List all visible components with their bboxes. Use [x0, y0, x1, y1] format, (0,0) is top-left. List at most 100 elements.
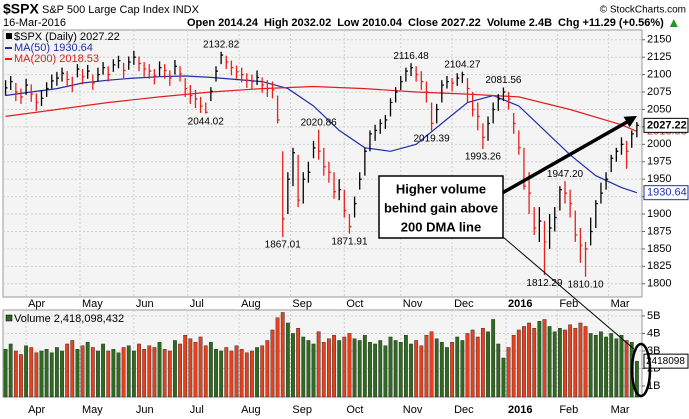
volume-bar — [414, 340, 419, 398]
volume-bar — [321, 342, 326, 398]
y-tick-label: 2050 — [647, 103, 671, 115]
y-tick-label: 1975 — [647, 156, 671, 168]
volume-bar — [54, 347, 59, 398]
last-value-label: 2418098 — [646, 356, 685, 367]
volume-bar — [480, 328, 485, 398]
volume-bar — [24, 345, 28, 398]
last-value-label: 2027.22 — [647, 119, 687, 131]
callout-box — [378, 175, 504, 239]
volume-bar — [496, 343, 501, 398]
arrow-head — [623, 116, 637, 128]
callout-text: behind gain above — [384, 200, 498, 215]
volume-bar — [183, 335, 188, 398]
peak-label: 1947.20 — [547, 169, 584, 180]
volume-bar — [65, 343, 70, 398]
y-tick-label: 2150 — [647, 34, 671, 46]
volume-bar — [619, 335, 624, 398]
volume-bar — [239, 349, 244, 398]
volume-bar — [419, 345, 424, 398]
price-panel — [2, 29, 643, 298]
peak-label: 2104.27 — [444, 59, 481, 70]
volume-bar — [599, 331, 603, 398]
volume-bar — [624, 340, 629, 398]
volume-bar — [270, 329, 275, 398]
volume-bar — [13, 350, 18, 398]
x-tick-label: May — [82, 404, 103, 416]
volume-bar — [296, 328, 301, 398]
volume-bar — [188, 338, 193, 398]
trough-label: 2044.02 — [188, 116, 225, 127]
volume-bar — [147, 345, 152, 398]
volume-bar — [491, 319, 496, 398]
volume-bar — [70, 340, 75, 398]
volume-bar — [552, 331, 557, 398]
x-tick-label: Aug — [241, 404, 261, 416]
y-tick-label: 1900 — [647, 208, 671, 220]
volume-bar — [486, 331, 490, 398]
volume-bar — [250, 350, 254, 398]
volume-bar — [527, 322, 531, 398]
change-arrow — [669, 19, 678, 27]
volume-bar — [522, 326, 526, 398]
callout-arrow — [496, 120, 628, 198]
volume-bar — [439, 342, 444, 398]
volume-bar — [29, 347, 34, 398]
volume-bar — [173, 340, 177, 398]
volume-bar — [475, 336, 480, 398]
volume-bar — [167, 350, 172, 398]
volume-bar — [342, 336, 347, 398]
y-tick-label: 1825 — [647, 260, 671, 272]
credit: © StockCharts.com — [600, 5, 686, 16]
x-tick-label: Apr — [28, 298, 45, 310]
last-value-label: 1930.64 — [647, 187, 687, 199]
x-tick-label: Sep — [292, 404, 312, 416]
y-tick-label: 1B — [647, 380, 660, 392]
plot-layer: 1800182518501875190019251950197520002025… — [3, 30, 671, 416]
volume-bar — [614, 338, 619, 398]
volume-bar — [445, 347, 449, 398]
volume-bar — [49, 352, 54, 398]
volume-bar — [126, 345, 131, 398]
quote-item: Close 2027.22 — [408, 17, 481, 29]
volume-bar — [260, 345, 265, 398]
volume-bar — [60, 350, 64, 398]
volume-bar — [75, 349, 80, 398]
trough-label: 1993.26 — [465, 152, 502, 163]
volume-bar — [121, 347, 126, 398]
volume-bar — [532, 328, 537, 398]
volume-bar — [208, 342, 213, 398]
volume-bar — [198, 336, 203, 398]
legend-label: Volume 2,418,098,432 — [14, 313, 124, 325]
volume-bar — [157, 342, 162, 398]
volume-bar — [460, 340, 465, 398]
callout-text: Higher volume — [396, 181, 486, 196]
volume-bar — [116, 352, 121, 398]
volume-bar — [96, 350, 100, 398]
y-tick-label: 1850 — [647, 243, 671, 255]
peak-label: 2132.82 — [203, 39, 240, 50]
value-box — [643, 185, 689, 201]
legend-label: $SPX (Daily) 2027.22 — [14, 31, 120, 43]
legend-swatch — [6, 33, 12, 39]
volume-bar — [214, 349, 218, 398]
volume-bar — [537, 321, 542, 398]
volume-bar — [450, 342, 454, 398]
quote-item: High 2032.02 — [264, 17, 331, 29]
volume-bar — [634, 360, 639, 398]
volume-bar — [291, 333, 295, 398]
x-tick-label: Dec — [454, 298, 474, 310]
x-tick-label: Nov — [403, 404, 423, 416]
volume-bar — [398, 342, 403, 398]
volume-bar — [409, 343, 413, 398]
volume-bar — [142, 349, 147, 398]
peak-label: 2081.56 — [485, 75, 522, 86]
volume-bar — [609, 333, 614, 398]
x-tick-label: Oct — [346, 404, 363, 416]
quote-item: Volume 2.4B — [487, 17, 552, 29]
volume-bar — [357, 340, 362, 398]
callout-text: 200 DMA line — [401, 219, 481, 234]
volume-bar — [465, 333, 470, 398]
x-tick-label: Mar — [611, 404, 630, 416]
quote-item: Low 2010.04 — [337, 17, 403, 29]
chart-subtitle: S&P 500 Large Cap Index INDX — [42, 4, 200, 16]
